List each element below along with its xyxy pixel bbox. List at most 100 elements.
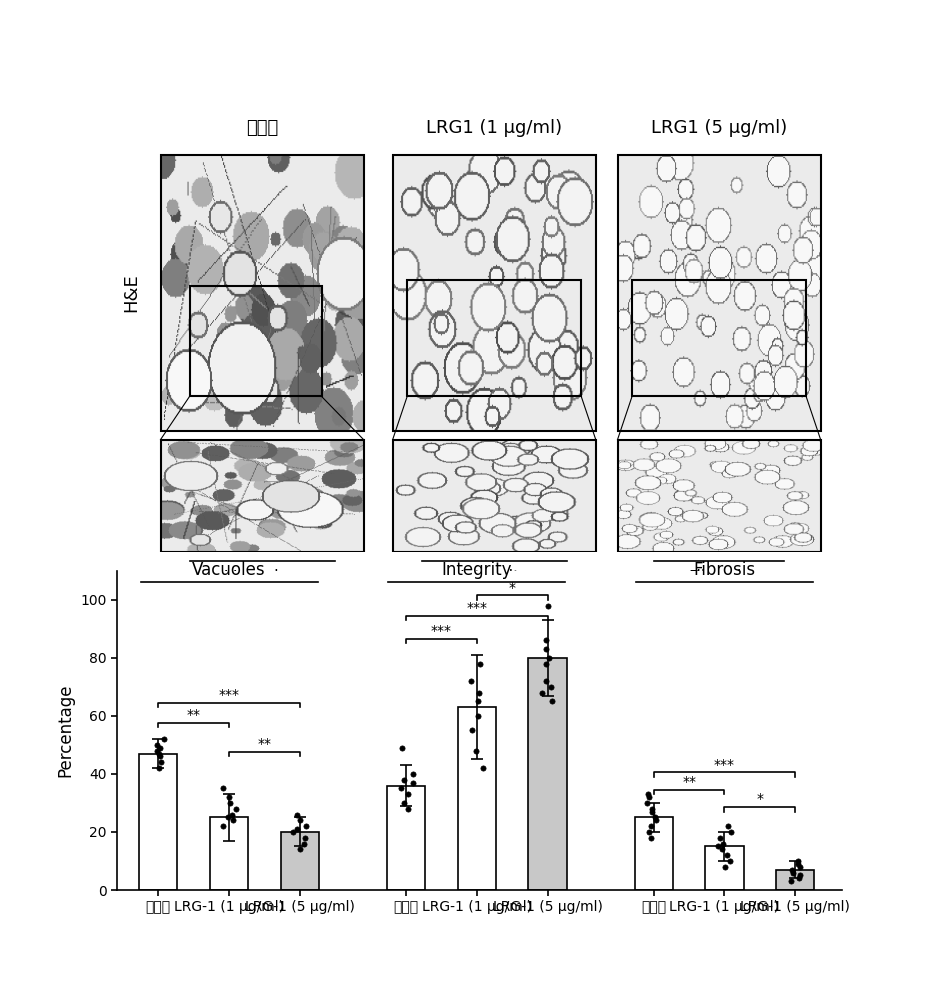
Point bbox=[641, 789, 656, 805]
Point bbox=[215, 780, 230, 796]
Point bbox=[793, 867, 808, 883]
Text: Fibrosis: Fibrosis bbox=[688, 569, 750, 587]
Point bbox=[641, 786, 656, 802]
Point bbox=[290, 807, 305, 823]
Point bbox=[534, 685, 549, 701]
Point bbox=[720, 847, 735, 863]
Point bbox=[714, 841, 729, 857]
Bar bbox=[387, 786, 425, 890]
Point bbox=[153, 748, 168, 764]
Point bbox=[784, 862, 799, 878]
Point bbox=[471, 708, 486, 724]
Point bbox=[221, 809, 236, 825]
Point bbox=[472, 685, 487, 701]
Point bbox=[156, 731, 171, 747]
Bar bbox=[161, 440, 364, 552]
Point bbox=[644, 818, 659, 834]
Text: **: ** bbox=[257, 737, 271, 751]
Bar bbox=[776, 870, 814, 890]
Point bbox=[538, 673, 553, 689]
Point bbox=[401, 786, 416, 802]
Point bbox=[296, 836, 311, 852]
Point bbox=[713, 830, 728, 846]
Text: 对照组: 对照组 bbox=[246, 119, 278, 137]
Point bbox=[285, 824, 300, 840]
Point bbox=[222, 795, 237, 811]
Point bbox=[469, 743, 484, 759]
Point bbox=[722, 853, 737, 869]
Point bbox=[401, 801, 416, 817]
Point bbox=[153, 740, 168, 756]
Point bbox=[540, 598, 555, 614]
Point bbox=[718, 859, 733, 875]
Point bbox=[724, 824, 739, 840]
Point bbox=[538, 641, 553, 657]
Point bbox=[405, 775, 420, 791]
Point bbox=[152, 760, 167, 776]
Point bbox=[397, 795, 412, 811]
Point bbox=[645, 804, 660, 820]
Point bbox=[222, 789, 237, 805]
Text: **: ** bbox=[186, 708, 200, 722]
Point bbox=[215, 818, 230, 834]
Bar bbox=[161, 155, 364, 431]
Point bbox=[715, 836, 730, 852]
Bar bbox=[458, 707, 496, 890]
Bar bbox=[210, 817, 248, 890]
Point bbox=[475, 760, 490, 776]
Point bbox=[289, 821, 304, 837]
Point bbox=[463, 673, 478, 689]
Point bbox=[150, 737, 165, 753]
Point bbox=[298, 830, 313, 846]
Point bbox=[785, 865, 800, 881]
Bar bbox=[393, 155, 596, 431]
Text: LRG1 (1 μg/ml): LRG1 (1 μg/ml) bbox=[426, 119, 563, 137]
Point bbox=[544, 679, 559, 695]
Point bbox=[545, 693, 560, 709]
Text: ***: *** bbox=[218, 688, 240, 702]
Point bbox=[720, 818, 735, 834]
Point bbox=[471, 693, 486, 709]
Text: H&E: H&E bbox=[123, 273, 140, 312]
Point bbox=[639, 795, 654, 811]
Text: ***: *** bbox=[714, 758, 735, 772]
Bar bbox=[528, 658, 566, 890]
Text: ***: *** bbox=[466, 601, 488, 615]
Point bbox=[396, 772, 411, 788]
Point bbox=[473, 656, 488, 672]
Point bbox=[228, 801, 243, 817]
Point bbox=[783, 873, 798, 889]
Bar bbox=[706, 846, 743, 890]
Point bbox=[538, 656, 553, 672]
Point bbox=[150, 743, 165, 759]
Point bbox=[649, 812, 664, 828]
Point bbox=[642, 824, 657, 840]
Bar bbox=[139, 754, 178, 890]
Point bbox=[710, 838, 725, 854]
Bar bbox=[393, 440, 596, 552]
Point bbox=[542, 650, 557, 666]
Point bbox=[293, 841, 308, 857]
Point bbox=[394, 780, 409, 796]
Text: **: ** bbox=[682, 775, 696, 789]
Bar bbox=[632, 280, 806, 396]
Point bbox=[226, 812, 241, 828]
Point bbox=[539, 632, 554, 648]
Point bbox=[792, 859, 807, 875]
Bar bbox=[407, 280, 581, 396]
Text: Integrity: Integrity bbox=[442, 561, 512, 579]
Text: Vacuoles: Vacuoles bbox=[192, 561, 266, 579]
Y-axis label: Percentage: Percentage bbox=[57, 684, 75, 777]
Text: ***: *** bbox=[431, 624, 452, 638]
Text: Integrity: Integrity bbox=[459, 569, 530, 587]
Point bbox=[647, 809, 662, 825]
Point bbox=[299, 818, 314, 834]
Point bbox=[643, 830, 658, 846]
Point bbox=[152, 746, 167, 762]
Point bbox=[792, 870, 807, 886]
Bar bbox=[618, 440, 821, 552]
Bar bbox=[190, 286, 322, 396]
Point bbox=[293, 812, 308, 828]
Bar bbox=[618, 155, 821, 431]
Point bbox=[791, 856, 806, 872]
